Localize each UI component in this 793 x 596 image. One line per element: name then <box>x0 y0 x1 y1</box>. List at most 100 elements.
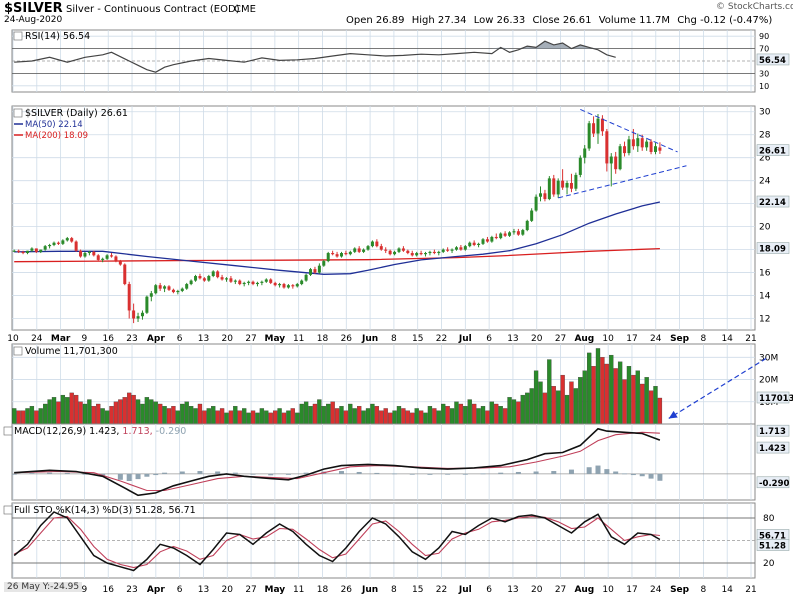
volume-bar <box>184 401 189 425</box>
open-value: 26.89 <box>375 15 405 26</box>
candle-body <box>304 274 308 281</box>
candle-body <box>149 293 153 297</box>
candle-body <box>454 247 458 250</box>
candle-body <box>52 242 56 245</box>
volume-bar <box>343 410 349 425</box>
macd-hist-bar <box>64 472 70 474</box>
candle-body <box>649 141 653 152</box>
candle-body <box>158 285 162 289</box>
volume-bar <box>153 401 158 425</box>
candle-body <box>282 284 286 288</box>
sto-x-label-4: 16 <box>102 585 114 595</box>
volume-bar <box>569 381 574 425</box>
volume-bar <box>485 410 490 425</box>
volume-bar <box>317 399 322 425</box>
chg-label: Chg <box>677 15 697 26</box>
macd-value-badge-bg <box>756 441 790 454</box>
rsi-tick-1: 70 <box>759 45 769 54</box>
candle-body <box>105 255 109 259</box>
x-label-25: 10 <box>602 334 614 344</box>
watermark: © StockCharts.com <box>716 2 793 12</box>
candle-body <box>242 282 246 285</box>
candle-body <box>552 178 556 195</box>
volume-bar <box>135 399 141 425</box>
volume-bar <box>622 379 627 425</box>
volume-bar <box>414 408 419 425</box>
candle-body <box>397 248 401 252</box>
volume-bar <box>449 408 455 425</box>
candle-body <box>472 242 476 245</box>
volume-bar <box>131 394 136 425</box>
sto-tick-0: 80 <box>763 514 775 524</box>
candle-body <box>410 253 414 256</box>
volume-bar <box>418 410 424 425</box>
x-label-12: 11 <box>293 334 304 344</box>
volume-bar <box>348 403 353 425</box>
x-label-30: 14 <box>721 334 733 344</box>
sto-x-label-16: 8 <box>391 585 397 595</box>
volume-bar <box>472 403 477 425</box>
volume-bar <box>277 408 282 425</box>
volume-bar <box>321 406 326 425</box>
candle-body <box>379 246 383 250</box>
volume-bar <box>56 401 61 425</box>
candle-body <box>503 233 507 236</box>
volume-bar <box>423 412 428 425</box>
volume-bar <box>242 408 247 425</box>
sto-x-label-8: 13 <box>198 585 209 595</box>
volume-bar <box>458 403 464 425</box>
macd-hist-bar <box>630 473 636 476</box>
candle-body <box>123 264 127 285</box>
candle-body <box>189 280 193 285</box>
triangle-trendline-1 <box>558 165 687 199</box>
candle-body <box>56 242 60 244</box>
macd-hist-bar <box>551 471 557 474</box>
volume-bar <box>370 403 375 425</box>
sto-x-label-26: 17 <box>626 585 637 595</box>
sto-legend: Full STO %K(14,3) %D(3) 51.28, 56.71 <box>14 505 196 516</box>
candle-body <box>194 276 198 281</box>
volume-bar <box>188 406 194 425</box>
candle-body <box>446 249 450 251</box>
candle-body <box>583 148 587 158</box>
macd-hist-bar <box>153 473 159 476</box>
sto-x-label-13: 18 <box>317 585 329 595</box>
volume-bar <box>43 403 48 425</box>
volume-bar <box>494 403 499 425</box>
sto-x-label-7: 6 <box>177 585 183 595</box>
volume-bar <box>542 392 548 425</box>
candle-body <box>477 243 481 245</box>
candle-body <box>348 251 352 255</box>
contract-description: Silver - Continuous Contract (EOD) <box>66 4 240 15</box>
rsi-tick-0: 90 <box>759 32 769 41</box>
x-label-2: Mar <box>51 334 71 344</box>
macd-signal-badge-bg <box>756 424 790 437</box>
candle-body <box>499 233 503 239</box>
volume-bar <box>489 401 495 425</box>
volume-bar <box>405 410 410 425</box>
candle-body <box>264 279 268 282</box>
candle-body <box>202 278 206 281</box>
candle-body <box>132 310 136 319</box>
x-label-1: 24 <box>31 334 43 344</box>
candle-body <box>494 236 498 239</box>
volume-badge: 11701300 <box>759 394 793 404</box>
candle-body <box>291 285 295 287</box>
volume-bar <box>609 354 614 425</box>
candle-body <box>110 255 114 257</box>
volume-bar <box>564 394 570 425</box>
macd-hist-bar <box>144 473 150 477</box>
ma200-badge: 18.09 <box>759 245 786 255</box>
candle-body <box>260 281 264 283</box>
volume-bar <box>113 401 119 425</box>
macd-hist-bar <box>232 472 238 474</box>
rsi-legend-icon <box>13 31 23 41</box>
candle-body <box>83 253 87 257</box>
macd-hist-bar <box>533 471 539 474</box>
ma200-badge-bg <box>756 242 790 254</box>
x-label-7: 6 <box>177 334 183 344</box>
candle-body <box>145 296 149 313</box>
volume-bar <box>264 410 269 425</box>
volume-bar <box>51 397 57 425</box>
price-tick-2: 26 <box>759 154 771 164</box>
